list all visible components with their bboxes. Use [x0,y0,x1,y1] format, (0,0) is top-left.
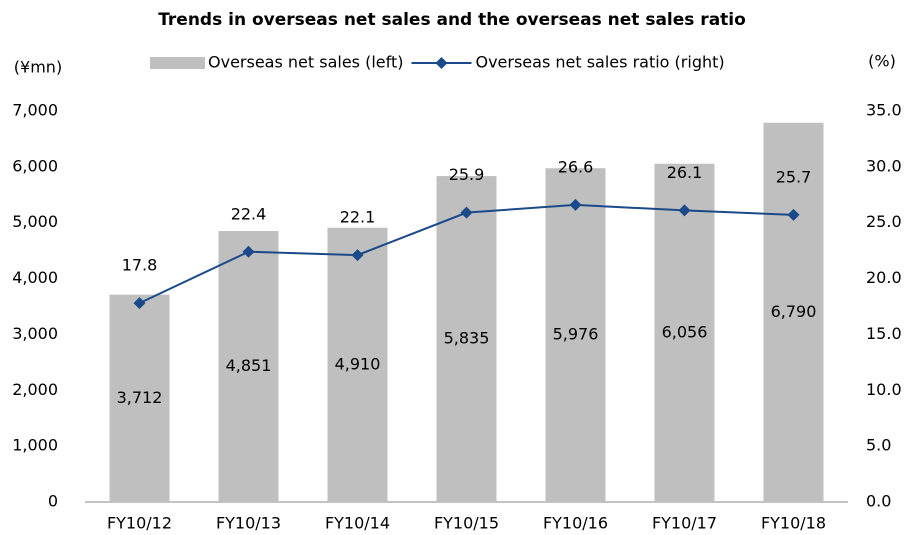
x-tick-label: FY10/12 [107,514,172,533]
bar [763,122,824,502]
line-value-label: 22.1 [340,208,376,227]
bar-value-label: 4,910 [335,354,381,373]
chart-title: Trends in overseas net sales and the ove… [158,10,746,30]
line-marker [242,245,255,258]
line-marker [787,208,800,221]
bar [654,163,715,503]
bar [436,176,497,502]
bar-value-label: 5,835 [444,329,490,348]
y-tick-label: 1,000 [12,436,58,455]
y2-tick-label: 20.0 [866,268,902,287]
bar [218,231,279,503]
line-value-label: 17.8 [122,256,158,275]
y-tick-label: 4,000 [12,268,58,287]
y-tick-label: 7,000 [12,101,58,120]
y-axis-label: (¥mn) [14,58,62,77]
y2-tick-label: 25.0 [866,212,902,231]
y-tick-label: 3,000 [12,324,58,343]
y2-tick-label: 30.0 [866,156,902,175]
y-tick-label: 2,000 [12,380,58,399]
line-marker [133,297,146,310]
x-tick-label: FY10/13 [216,514,281,533]
line-value-label: 26.1 [667,163,703,182]
line-marker [351,249,364,262]
legend-label: Overseas net sales (left) [208,53,403,72]
line-value-label: 25.9 [449,165,485,184]
line-marker [569,198,582,211]
x-tick-label: FY10/18 [761,514,826,533]
legend-label: Overseas net sales ratio (right) [475,53,724,72]
x-tick-label: FY10/15 [434,514,499,533]
x-tick-label: FY10/16 [543,514,608,533]
y2-tick-label: 35.0 [866,101,902,120]
y2-tick-label: 0.0 [866,492,891,511]
y2-tick-label: 10.0 [866,380,902,399]
legend-marker [435,57,448,69]
bar [327,227,388,502]
bar-value-label: 6,056 [662,322,708,341]
bar-value-label: 4,851 [226,356,272,375]
bar-value-label: 3,712 [117,388,163,407]
y2-axis-label: (%) [868,52,896,71]
line-value-label: 25.7 [776,167,812,186]
line-marker [678,204,691,217]
line-value-label: 22.4 [231,204,267,223]
bar [545,168,606,503]
line-marker [460,206,473,219]
bar [109,294,170,502]
x-tick-label: FY10/17 [652,514,717,533]
y-tick-label: 6,000 [12,156,58,175]
bar-value-label: 5,976 [553,325,599,344]
x-tick-label: FY10/14 [325,514,390,533]
y2-tick-label: 5.0 [866,436,891,455]
y-tick-label: 0 [48,492,58,511]
y-tick-label: 5,000 [12,212,58,231]
y2-tick-label: 15.0 [866,324,902,343]
legend-swatch [150,57,205,69]
line-value-label: 26.6 [558,157,594,176]
bar-value-label: 6,790 [771,302,817,321]
